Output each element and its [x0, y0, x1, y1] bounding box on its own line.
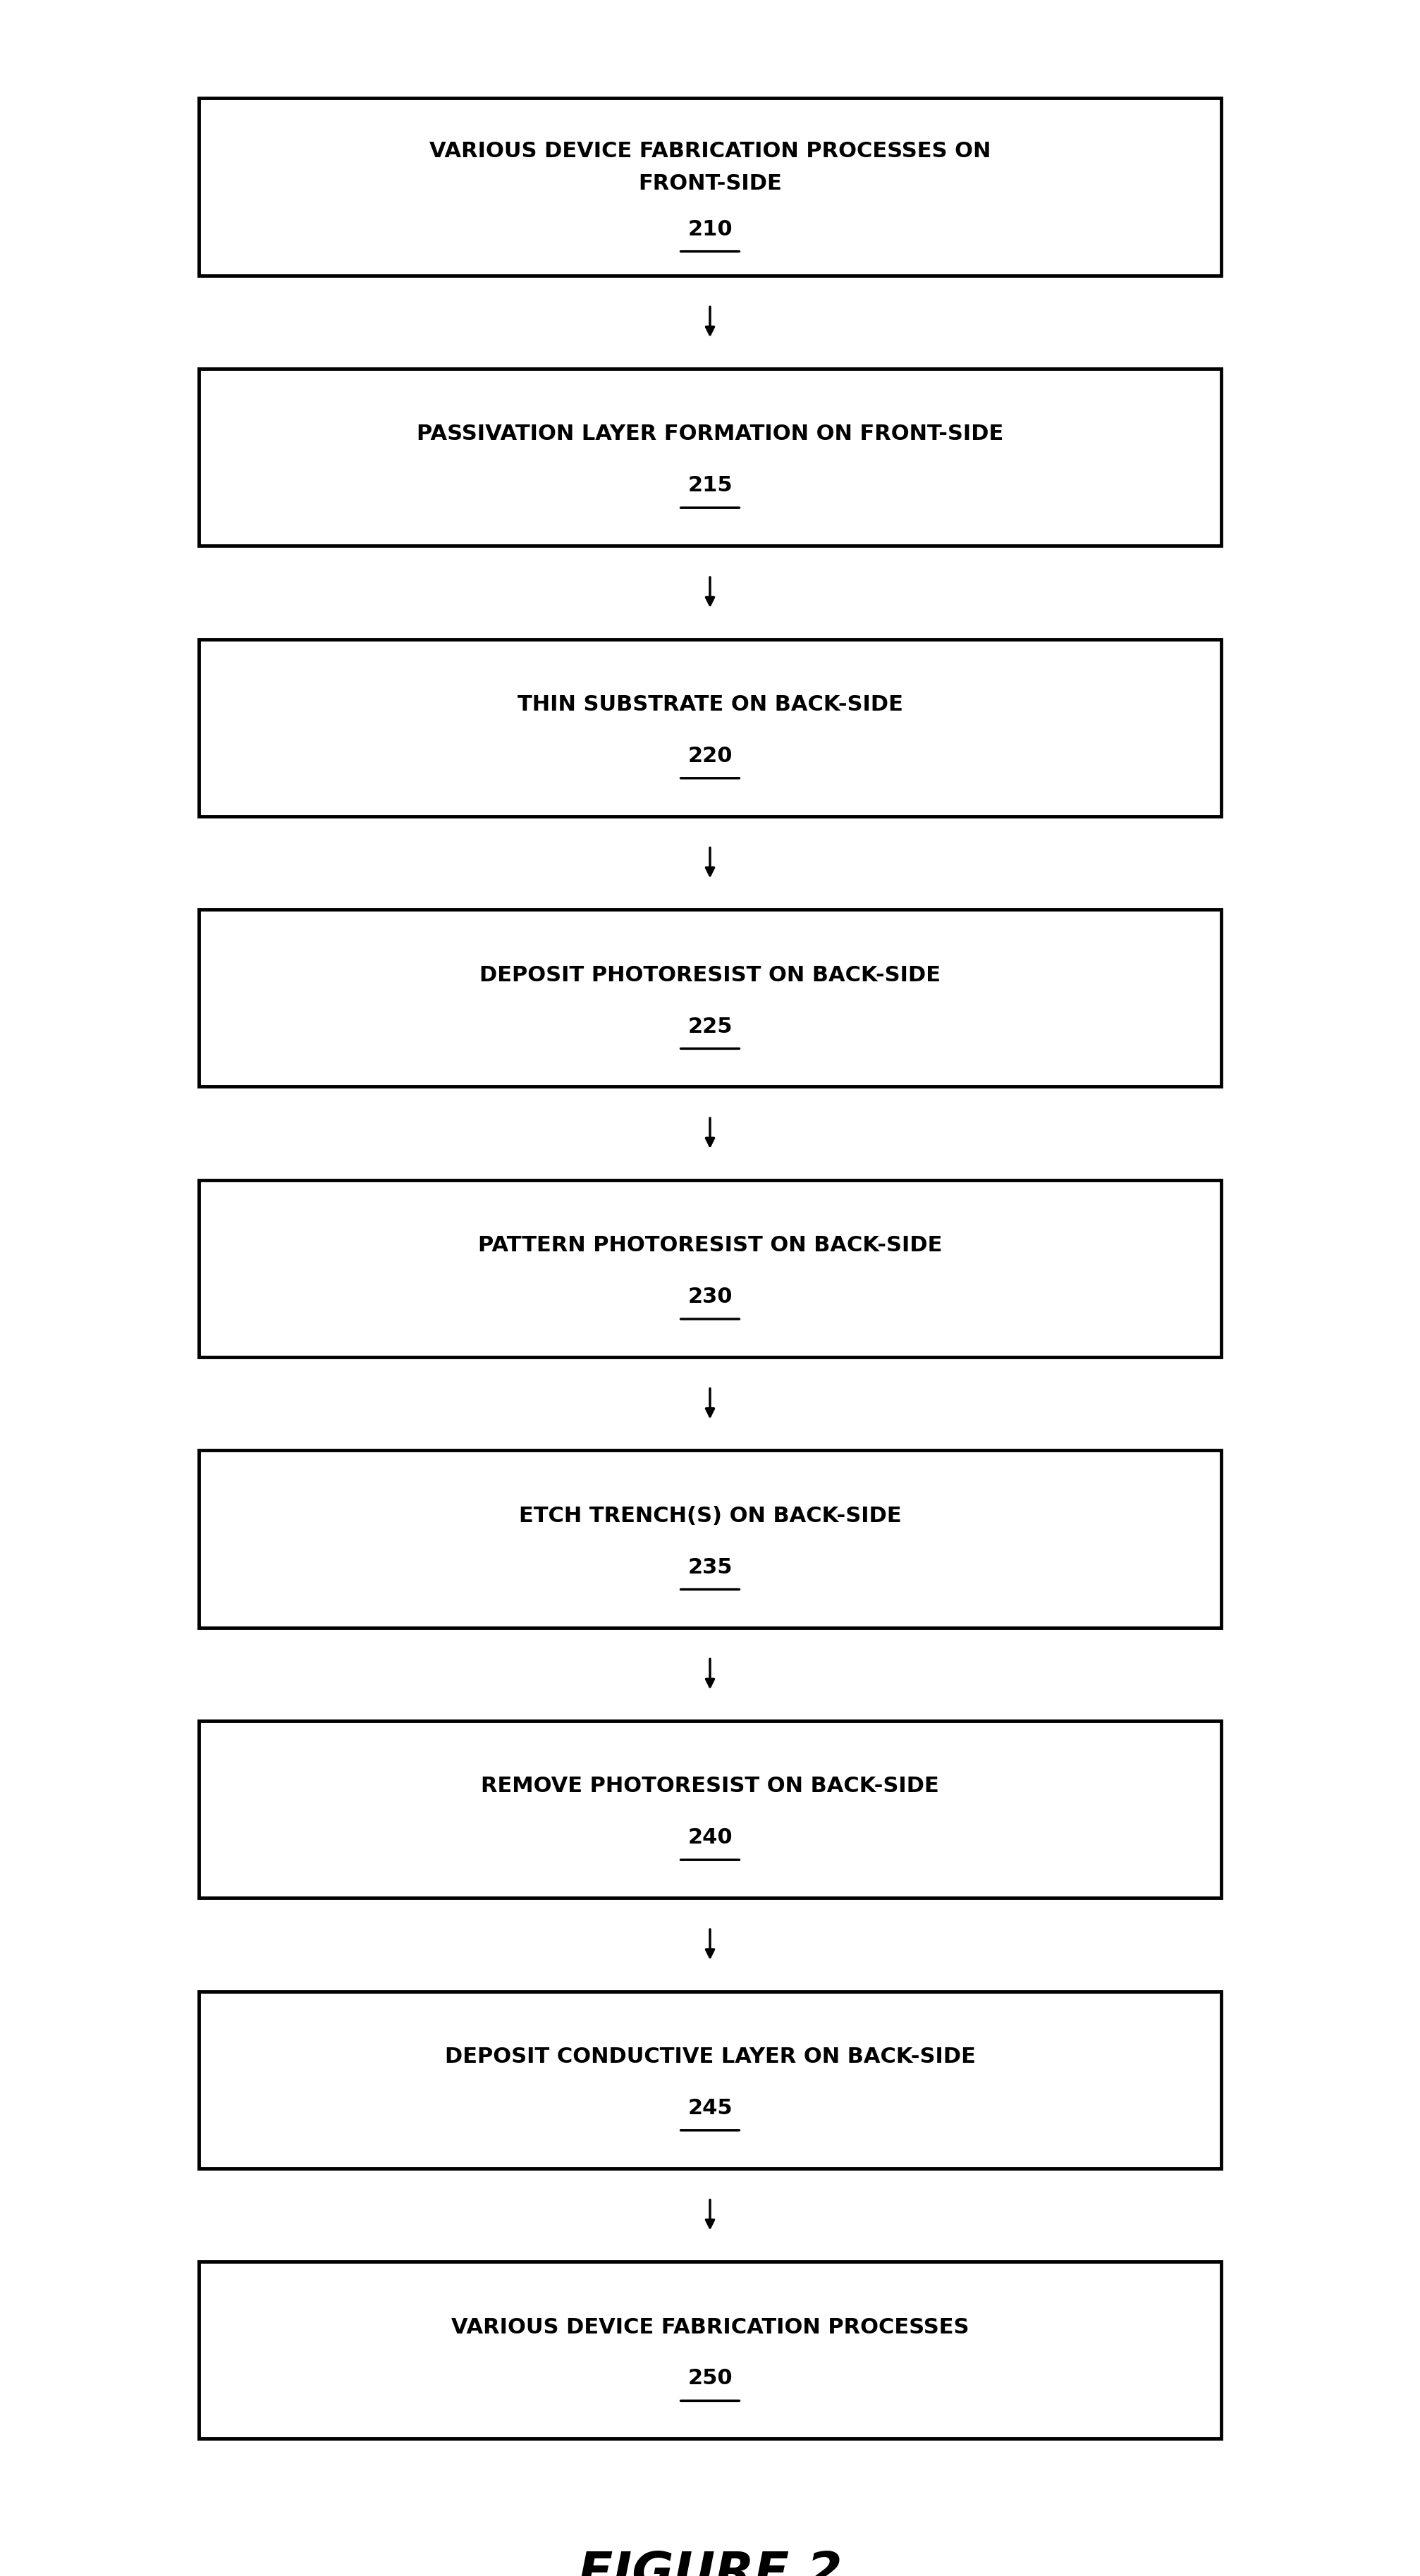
Bar	[199, 909, 1221, 1087]
Text: VARIOUS DEVICE FABRICATION PROCESSES: VARIOUS DEVICE FABRICATION PROCESSES	[452, 2316, 968, 2336]
Bar	[199, 1991, 1221, 2169]
Text: 240: 240	[687, 1826, 733, 1847]
Text: 235: 235	[687, 1556, 733, 1577]
Text: 225: 225	[687, 1015, 733, 1036]
Bar	[199, 368, 1221, 546]
Text: 220: 220	[687, 747, 733, 765]
Text: 245: 245	[687, 2097, 733, 2117]
Text: PASSIVATION LAYER FORMATION ON FRONT-SIDE: PASSIVATION LAYER FORMATION ON FRONT-SID…	[416, 425, 1004, 446]
Text: 250: 250	[687, 2367, 733, 2388]
Bar	[199, 639, 1221, 817]
Bar	[199, 1721, 1221, 1899]
Text: VARIOUS DEVICE FABRICATION PROCESSES ON: VARIOUS DEVICE FABRICATION PROCESSES ON	[429, 142, 991, 162]
Text: DEPOSIT CONDUCTIVE LAYER ON BACK-SIDE: DEPOSIT CONDUCTIVE LAYER ON BACK-SIDE	[444, 2045, 976, 2066]
Text: FRONT-SIDE: FRONT-SIDE	[638, 173, 782, 193]
Bar	[199, 1450, 1221, 1628]
Text: REMOVE PHOTORESIST ON BACK-SIDE: REMOVE PHOTORESIST ON BACK-SIDE	[481, 1777, 939, 1795]
Text: 215: 215	[687, 477, 733, 495]
Text: DEPOSIT PHOTORESIST ON BACK-SIDE: DEPOSIT PHOTORESIST ON BACK-SIDE	[480, 966, 940, 987]
Text: 210: 210	[687, 219, 733, 240]
Text: THIN SUBSTRATE ON BACK-SIDE: THIN SUBSTRATE ON BACK-SIDE	[517, 696, 903, 716]
Text: 230: 230	[687, 1285, 733, 1306]
Text: ETCH TRENCH(S) ON BACK-SIDE: ETCH TRENCH(S) ON BACK-SIDE	[518, 1507, 902, 1525]
Text: PATTERN PHOTORESIST ON BACK-SIDE: PATTERN PHOTORESIST ON BACK-SIDE	[479, 1236, 941, 1255]
Bar	[199, 2262, 1221, 2439]
Text: FIGURE 2: FIGURE 2	[578, 2550, 842, 2576]
Bar	[199, 98, 1221, 276]
Bar	[199, 1180, 1221, 1358]
